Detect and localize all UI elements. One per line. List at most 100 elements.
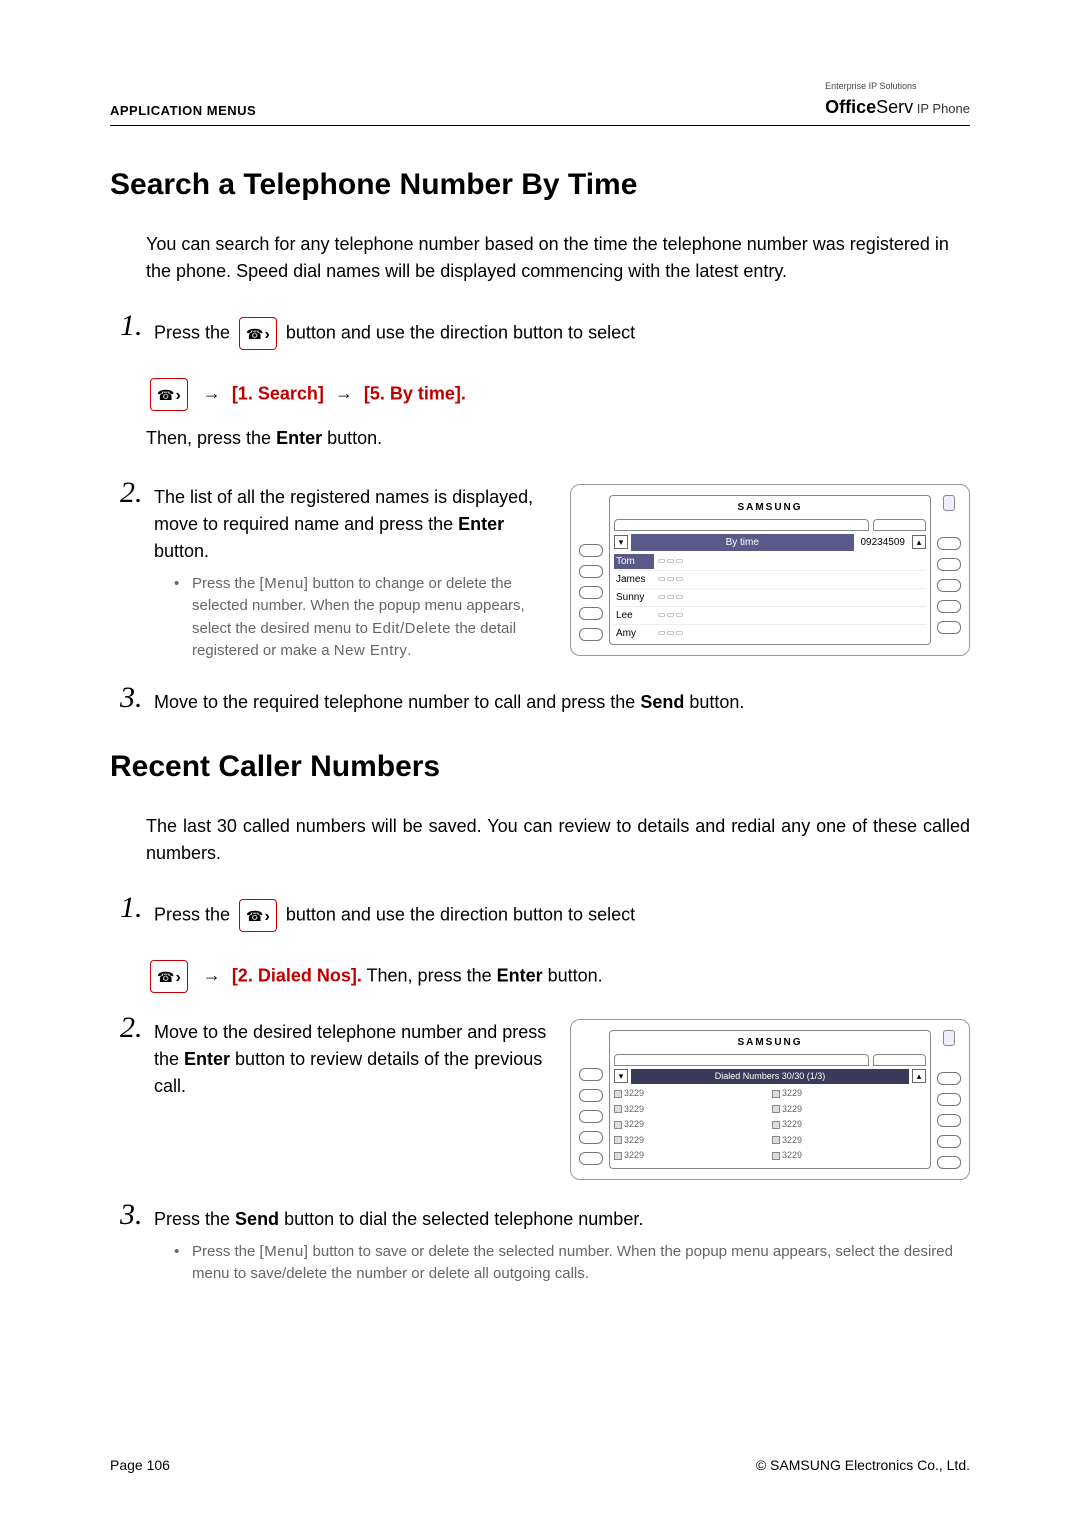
phonebook-key-icon: ☎› — [150, 960, 188, 993]
enter-bold: Enter — [276, 428, 322, 448]
dialed-num: 3229 — [624, 1087, 644, 1101]
section2-step3: 3. Press the Send button to dial the sel… — [120, 1200, 970, 1286]
dropdown-icon: ▾ — [614, 535, 628, 549]
step1-text: Press the ☎› button and use the directio… — [154, 317, 970, 350]
call-icon — [614, 1121, 622, 1129]
enter-bold: Enter — [184, 1049, 230, 1069]
bullet-dot-icon: • — [174, 573, 180, 663]
s2-1a: Press the — [154, 904, 235, 924]
nav-bytime: [5. By time]. — [364, 383, 466, 403]
afternav-b: button. — [322, 428, 382, 448]
s2-step2-text: Move to the desired telephone number and… — [154, 1019, 550, 1100]
step-number: 1. — [120, 311, 154, 358]
softkey-icon — [579, 628, 603, 641]
call-icon — [772, 1090, 780, 1098]
dialed-num: 3229 — [624, 1134, 644, 1148]
brand-name: OfficeServ IP Phone — [825, 94, 970, 121]
s1-3a: Move to the required telephone number to… — [154, 692, 640, 712]
step-number: 3. — [120, 683, 154, 724]
phonebook-key-icon: ☎› — [239, 317, 277, 350]
section1-intro: You can search for any telephone number … — [146, 231, 970, 285]
lcd-brand: SAMSUNG — [614, 500, 926, 515]
section2-step2: 2. Move to the desired telephone number … — [120, 1013, 970, 1180]
lcd-tab — [873, 519, 926, 531]
section2-step1: 1. Press the ☎› button and use the direc… — [120, 893, 970, 940]
softkey-icon — [579, 1089, 603, 1102]
lcd-row-icons: ▭ ▭ ▭ — [658, 591, 683, 603]
header-section-label: APPLICATION MENUS — [110, 101, 256, 121]
section1-afternav: Then, press the Enter button. — [146, 425, 970, 452]
call-icon — [614, 1136, 622, 1144]
page-header: APPLICATION MENUS Enterprise IP Solution… — [110, 80, 970, 126]
lcd-header-label: By time — [631, 534, 854, 551]
step3-bullet: • Press the [Menu] button to save or del… — [174, 1241, 970, 1286]
call-icon — [614, 1152, 622, 1160]
afternav-a: Then, press the — [146, 428, 276, 448]
dialed-num: 3229 — [782, 1103, 802, 1117]
step-number: 3. — [120, 1200, 154, 1286]
section1-title: Search a Telephone Number By Time — [110, 162, 970, 207]
led-icon — [943, 495, 955, 511]
section2-title: Recent Caller Numbers — [110, 744, 970, 789]
s2-step1-text: Press the ☎› button and use the directio… — [154, 899, 970, 932]
softkey-icon — [579, 1152, 603, 1165]
lcd-screen: SAMSUNG ▾ Dialed Numbers 30/30 (1/3) ▴ 3… — [609, 1030, 931, 1169]
lcd-row-icons: ▭ ▭ ▭ — [658, 609, 683, 621]
softkey-icon — [937, 1135, 961, 1148]
arrow-icon: → — [203, 965, 221, 985]
lcd-row-name: Amy — [614, 626, 654, 641]
lcd-row-icons: ▭ ▭ ▭ — [658, 627, 683, 639]
step2-bullet: • Press the [Menu] button to change or d… — [174, 573, 550, 663]
softkey-icon — [937, 1072, 961, 1085]
call-icon — [772, 1105, 780, 1113]
softkey-icon — [937, 537, 961, 550]
section2-navpath: ☎› → [2. Dialed Nos]. Then, press the En… — [146, 960, 970, 993]
softkey-icon — [937, 621, 961, 634]
brand-ip: IP Phone — [913, 101, 970, 116]
dialed-num: 3229 — [782, 1134, 802, 1148]
lcd-brand: SAMSUNG — [614, 1035, 926, 1050]
s1-2b: button. — [154, 541, 209, 561]
section1-step3: 3. Move to the required telephone number… — [120, 683, 970, 724]
dialed-num: 3229 — [624, 1149, 644, 1163]
left-softkeys — [579, 1030, 603, 1169]
s2-3a: Press the — [154, 1209, 235, 1229]
arrow-icon: → — [203, 383, 221, 403]
scroll-up-icon: ▴ — [912, 1069, 926, 1083]
softkey-icon — [579, 1131, 603, 1144]
brand-office: Office — [825, 97, 876, 117]
brand-block: Enterprise IP Solutions OfficeServ IP Ph… — [825, 80, 970, 121]
bullet-text: Press the [Menu] button to change or del… — [192, 573, 550, 663]
dialed-num: 3229 — [782, 1087, 802, 1101]
call-icon — [772, 1121, 780, 1129]
call-icon — [614, 1090, 622, 1098]
send-bold: Send — [640, 692, 684, 712]
lcd-row-name: Sunny — [614, 590, 654, 605]
dialed-num: 3229 — [624, 1118, 644, 1132]
s2-3b: button to dial the selected telephone nu… — [279, 1209, 643, 1229]
softkey-icon — [579, 565, 603, 578]
section2-intro: The last 30 called numbers will be saved… — [146, 813, 970, 867]
lcd-row-name: Lee — [614, 608, 654, 623]
softkey-icon — [579, 607, 603, 620]
softkey-icon — [579, 1068, 603, 1081]
lcd-screen: SAMSUNG ▾ By time 09234509 ▴ Tom▭ ▭ ▭ Ja… — [609, 495, 931, 645]
step-number: 1. — [120, 893, 154, 940]
brand-serv: Serv — [876, 97, 913, 117]
section1-step2: 2. The list of all the registered names … — [120, 478, 970, 663]
softkey-icon — [579, 1110, 603, 1123]
step3-text: Move to the required telephone number to… — [154, 689, 970, 716]
lcd-title: Dialed Numbers 30/30 (1/3) — [631, 1069, 909, 1085]
s2-1b: button and use the direction button to s… — [286, 904, 635, 924]
bullet-text: Press the [Menu] button to save or delet… — [192, 1241, 970, 1286]
softkey-icon — [937, 1156, 961, 1169]
s1-3b: button. — [684, 692, 744, 712]
scroll-up-icon: ▴ — [912, 535, 926, 549]
phone-screen-bytime: SAMSUNG ▾ By time 09234509 ▴ Tom▭ ▭ ▭ Ja… — [570, 484, 970, 656]
bullet-dot-icon: • — [174, 1241, 180, 1286]
right-indicators — [937, 495, 961, 645]
softkey-icon — [937, 579, 961, 592]
step-number: 2. — [120, 478, 154, 663]
nav-search: [1. Search] — [232, 383, 329, 403]
softkey-icon — [937, 1093, 961, 1106]
